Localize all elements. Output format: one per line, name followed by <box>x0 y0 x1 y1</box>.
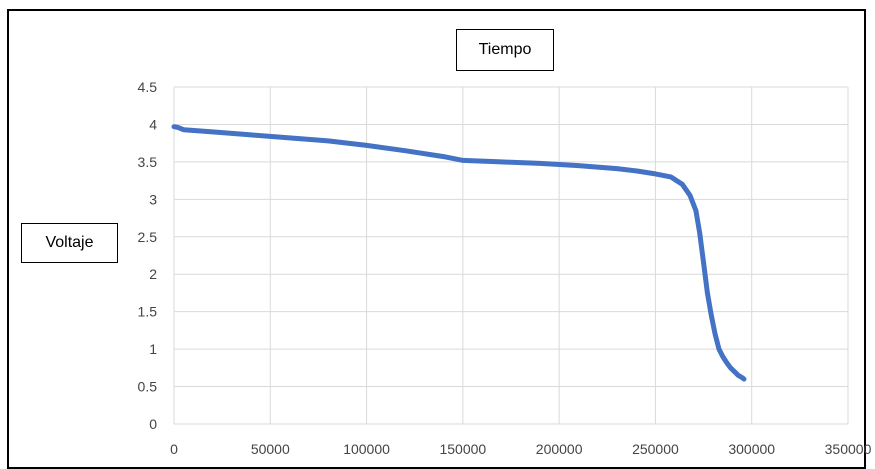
y-tick-label: 3 <box>149 191 157 207</box>
x-tick-label: 300000 <box>728 441 775 457</box>
y-tick-label: 0 <box>149 416 157 432</box>
y-tick-label: 0.5 <box>138 379 158 395</box>
x-tick-label: 350000 <box>825 441 872 457</box>
y-tick-label: 4 <box>149 116 157 132</box>
x-tick-label: 50000 <box>251 441 290 457</box>
x-tick-label: 250000 <box>632 441 679 457</box>
x-tick-labels: 0 50000 100000 150000 200000 250000 300000 3500… <box>170 441 871 457</box>
series-line <box>171 124 747 382</box>
chart-title: Tiempo <box>456 29 554 71</box>
x-tick-label: 0 <box>170 441 178 457</box>
y-tick-label: 1.5 <box>138 304 158 320</box>
y-tick-labels: 0 0.5 1 1.5 2 2.5 3 3.5 4 4.5 <box>138 79 158 432</box>
y-axis-label: Voltaje <box>21 223 118 263</box>
series-layer <box>171 124 747 382</box>
x-tick-label: 150000 <box>439 441 486 457</box>
x-tick-label: 200000 <box>536 441 583 457</box>
chart-frame <box>7 9 866 469</box>
gridlines <box>173 86 849 425</box>
x-tick-label: 100000 <box>343 441 390 457</box>
y-tick-label: 2.5 <box>138 229 158 245</box>
y-tick-label: 1 <box>149 341 157 357</box>
y-tick-label: 3.5 <box>138 154 158 170</box>
y-tick-label: 4.5 <box>138 79 158 95</box>
y-tick-label: 2 <box>149 266 157 282</box>
